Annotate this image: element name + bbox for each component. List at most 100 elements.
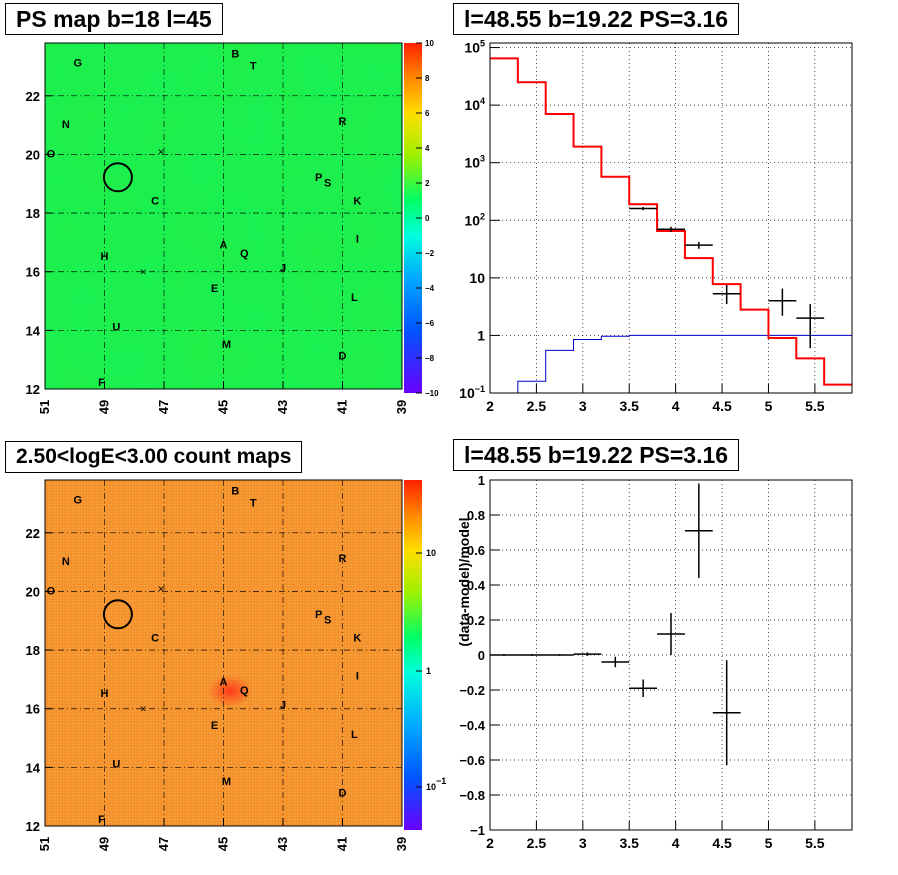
spectrum-x-tick-label: 2 xyxy=(486,398,494,414)
bl-y-tick-label: 20 xyxy=(26,584,40,599)
bl-y-tick-label: 14 xyxy=(26,760,41,775)
source-label: C xyxy=(151,195,159,207)
source-label: D xyxy=(339,788,347,800)
residual-y-tick-label: −0.4 xyxy=(459,718,485,733)
source-label: J xyxy=(280,700,286,712)
source-label: F xyxy=(98,377,105,389)
tl-x-tick-label: 49 xyxy=(97,400,112,414)
ps-colorbar-tick-label: −8 xyxy=(425,354,435,363)
source-label: I xyxy=(356,233,359,245)
ps-map-colorbar xyxy=(404,43,422,393)
tl-x-tick-label: 43 xyxy=(275,400,290,414)
source-label: M xyxy=(222,776,231,788)
source-label: T xyxy=(250,60,257,72)
source-label: L xyxy=(351,729,358,741)
ps-colorbar-tick-label: 0 xyxy=(425,214,430,223)
source-label: J xyxy=(280,263,286,275)
bl-x-tick-label: 39 xyxy=(394,837,409,851)
ps-colorbar-tick-label: 8 xyxy=(425,74,430,83)
spectrum-y-tick-label: 103 xyxy=(464,154,485,171)
source-label: U xyxy=(112,321,120,333)
source-label: H xyxy=(101,251,109,263)
spectrum-x-tick-label: 5 xyxy=(765,398,773,414)
residual-title: l=48.55 b=19.22 PS=3.16 xyxy=(453,439,740,471)
bl-y-tick-label: 22 xyxy=(26,526,40,541)
ps-colorbar-tick-label: 4 xyxy=(425,144,430,153)
ps-map-colorbar-ticks: 10 8 6 4 2 0 −2 −4 −6 −8 −10 xyxy=(416,39,439,398)
spectrum-x-tick-label: 2.5 xyxy=(527,398,547,414)
count-colorbar-tick-label: 10 xyxy=(426,548,436,558)
cross-marker: × xyxy=(158,146,164,158)
spectrum-y-tick-label: 10 xyxy=(469,270,485,286)
bl-y-tick-label: 18 xyxy=(26,643,40,658)
ps-colorbar-tick-label: 6 xyxy=(425,109,430,118)
residual-y-tick-label: −1 xyxy=(470,823,485,838)
source-label: D xyxy=(339,351,347,363)
spectrum-y-tick-label: 10−1 xyxy=(459,384,485,401)
source-label: S xyxy=(324,178,331,190)
spectrum-x-tick-label: 4 xyxy=(672,398,680,414)
source-label: L xyxy=(351,292,358,304)
spectrum-panel: 2 2.5 3 3.5 4 4.5 5 5.5 10−1 1 10 102 103 104 105 xyxy=(459,39,853,414)
residual-y-tick-label: 0.4 xyxy=(467,578,486,593)
residual-y-tick-label: 0.2 xyxy=(467,613,485,628)
spectrum-axis-ticks: 2 2.5 3 3.5 4 4.5 5 5.5 10−1 1 10 102 103 104 105 xyxy=(459,39,825,414)
spectrum-x-tick-label: 4.5 xyxy=(712,398,732,414)
residual-x-tick-label: 5 xyxy=(765,835,773,851)
source-label: P xyxy=(315,609,322,621)
ps-colorbar-tick-label: −10 xyxy=(425,389,439,398)
source-label: H xyxy=(101,688,109,700)
tl-x-tick-label: 39 xyxy=(394,400,409,414)
source-label: A xyxy=(220,239,228,251)
residual-y-tick-label: −0.2 xyxy=(459,683,485,698)
residual-y-tick-label: 0.8 xyxy=(467,508,485,523)
bl-x-tick-label: 47 xyxy=(156,837,171,851)
source-label: A xyxy=(220,676,228,688)
count-map-axis-ticks: 51 49 47 45 43 41 39 12 14 16 18 20 22 xyxy=(26,526,409,851)
bl-x-tick-label: 45 xyxy=(216,837,231,851)
count-map-colorbar xyxy=(404,480,422,830)
ps-colorbar-tick-label: −2 xyxy=(425,249,435,258)
tl-y-tick-label: 18 xyxy=(26,206,40,221)
residual-axis-ticks: 2 2.5 3 3.5 4 4.5 5 5.5 −1 −0.8 −0.6 −0.4 −0.2 0 0.2 0.… xyxy=(459,473,824,851)
source-label: Q xyxy=(240,685,249,697)
count-colorbar-tick-label: 10−1 xyxy=(426,776,446,792)
spectrum-frame xyxy=(489,42,853,394)
residual-x-tick-label: 2.5 xyxy=(527,835,547,851)
cross-marker: × xyxy=(158,583,164,595)
residual-x-tick-label: 4 xyxy=(672,835,680,851)
spectrum-x-tick-label: 5.5 xyxy=(805,398,825,414)
source-label: M xyxy=(222,339,231,351)
source-label: P xyxy=(315,172,322,184)
target-circle xyxy=(102,162,133,193)
bl-x-tick-label: 51 xyxy=(37,837,52,851)
spectrum-y-tick-label: 104 xyxy=(464,96,485,113)
source-label: U xyxy=(112,758,120,770)
source-label: Q xyxy=(240,248,249,260)
cross-marker: × xyxy=(140,704,146,716)
tl-x-tick-label: 47 xyxy=(156,400,171,414)
tl-y-tick-label: 14 xyxy=(26,323,41,338)
source-label: S xyxy=(324,615,331,627)
residual-y-tick-label: 0.6 xyxy=(467,543,485,558)
source-label: N xyxy=(62,556,70,568)
source-label: G xyxy=(73,57,82,69)
source-label: K xyxy=(353,195,361,207)
residual-x-tick-label: 2 xyxy=(486,835,494,851)
source-label: F xyxy=(98,814,105,826)
tl-x-tick-label: 51 xyxy=(37,400,52,414)
spectrum-title: l=48.55 b=19.22 PS=3.16 xyxy=(453,3,740,35)
ps-map-grid xyxy=(45,43,402,389)
cross-marker: × xyxy=(140,267,146,279)
residual-panel: 2 2.5 3 3.5 4 4.5 5 5.5 −1 −0.8 −0.6 −0.4 −0.2 0 0.2 0.… xyxy=(456,473,853,851)
bl-y-tick-label: 16 xyxy=(26,702,40,717)
source-label: E xyxy=(211,720,218,732)
spectrum-x-tick-label: 3.5 xyxy=(619,398,639,414)
source-label: C xyxy=(151,632,159,644)
residual-y-tick-label: −0.8 xyxy=(459,788,485,803)
residual-y-tick-label: −0.6 xyxy=(459,753,485,768)
target-circle xyxy=(102,599,133,630)
ps-colorbar-tick-label: −6 xyxy=(425,319,435,328)
